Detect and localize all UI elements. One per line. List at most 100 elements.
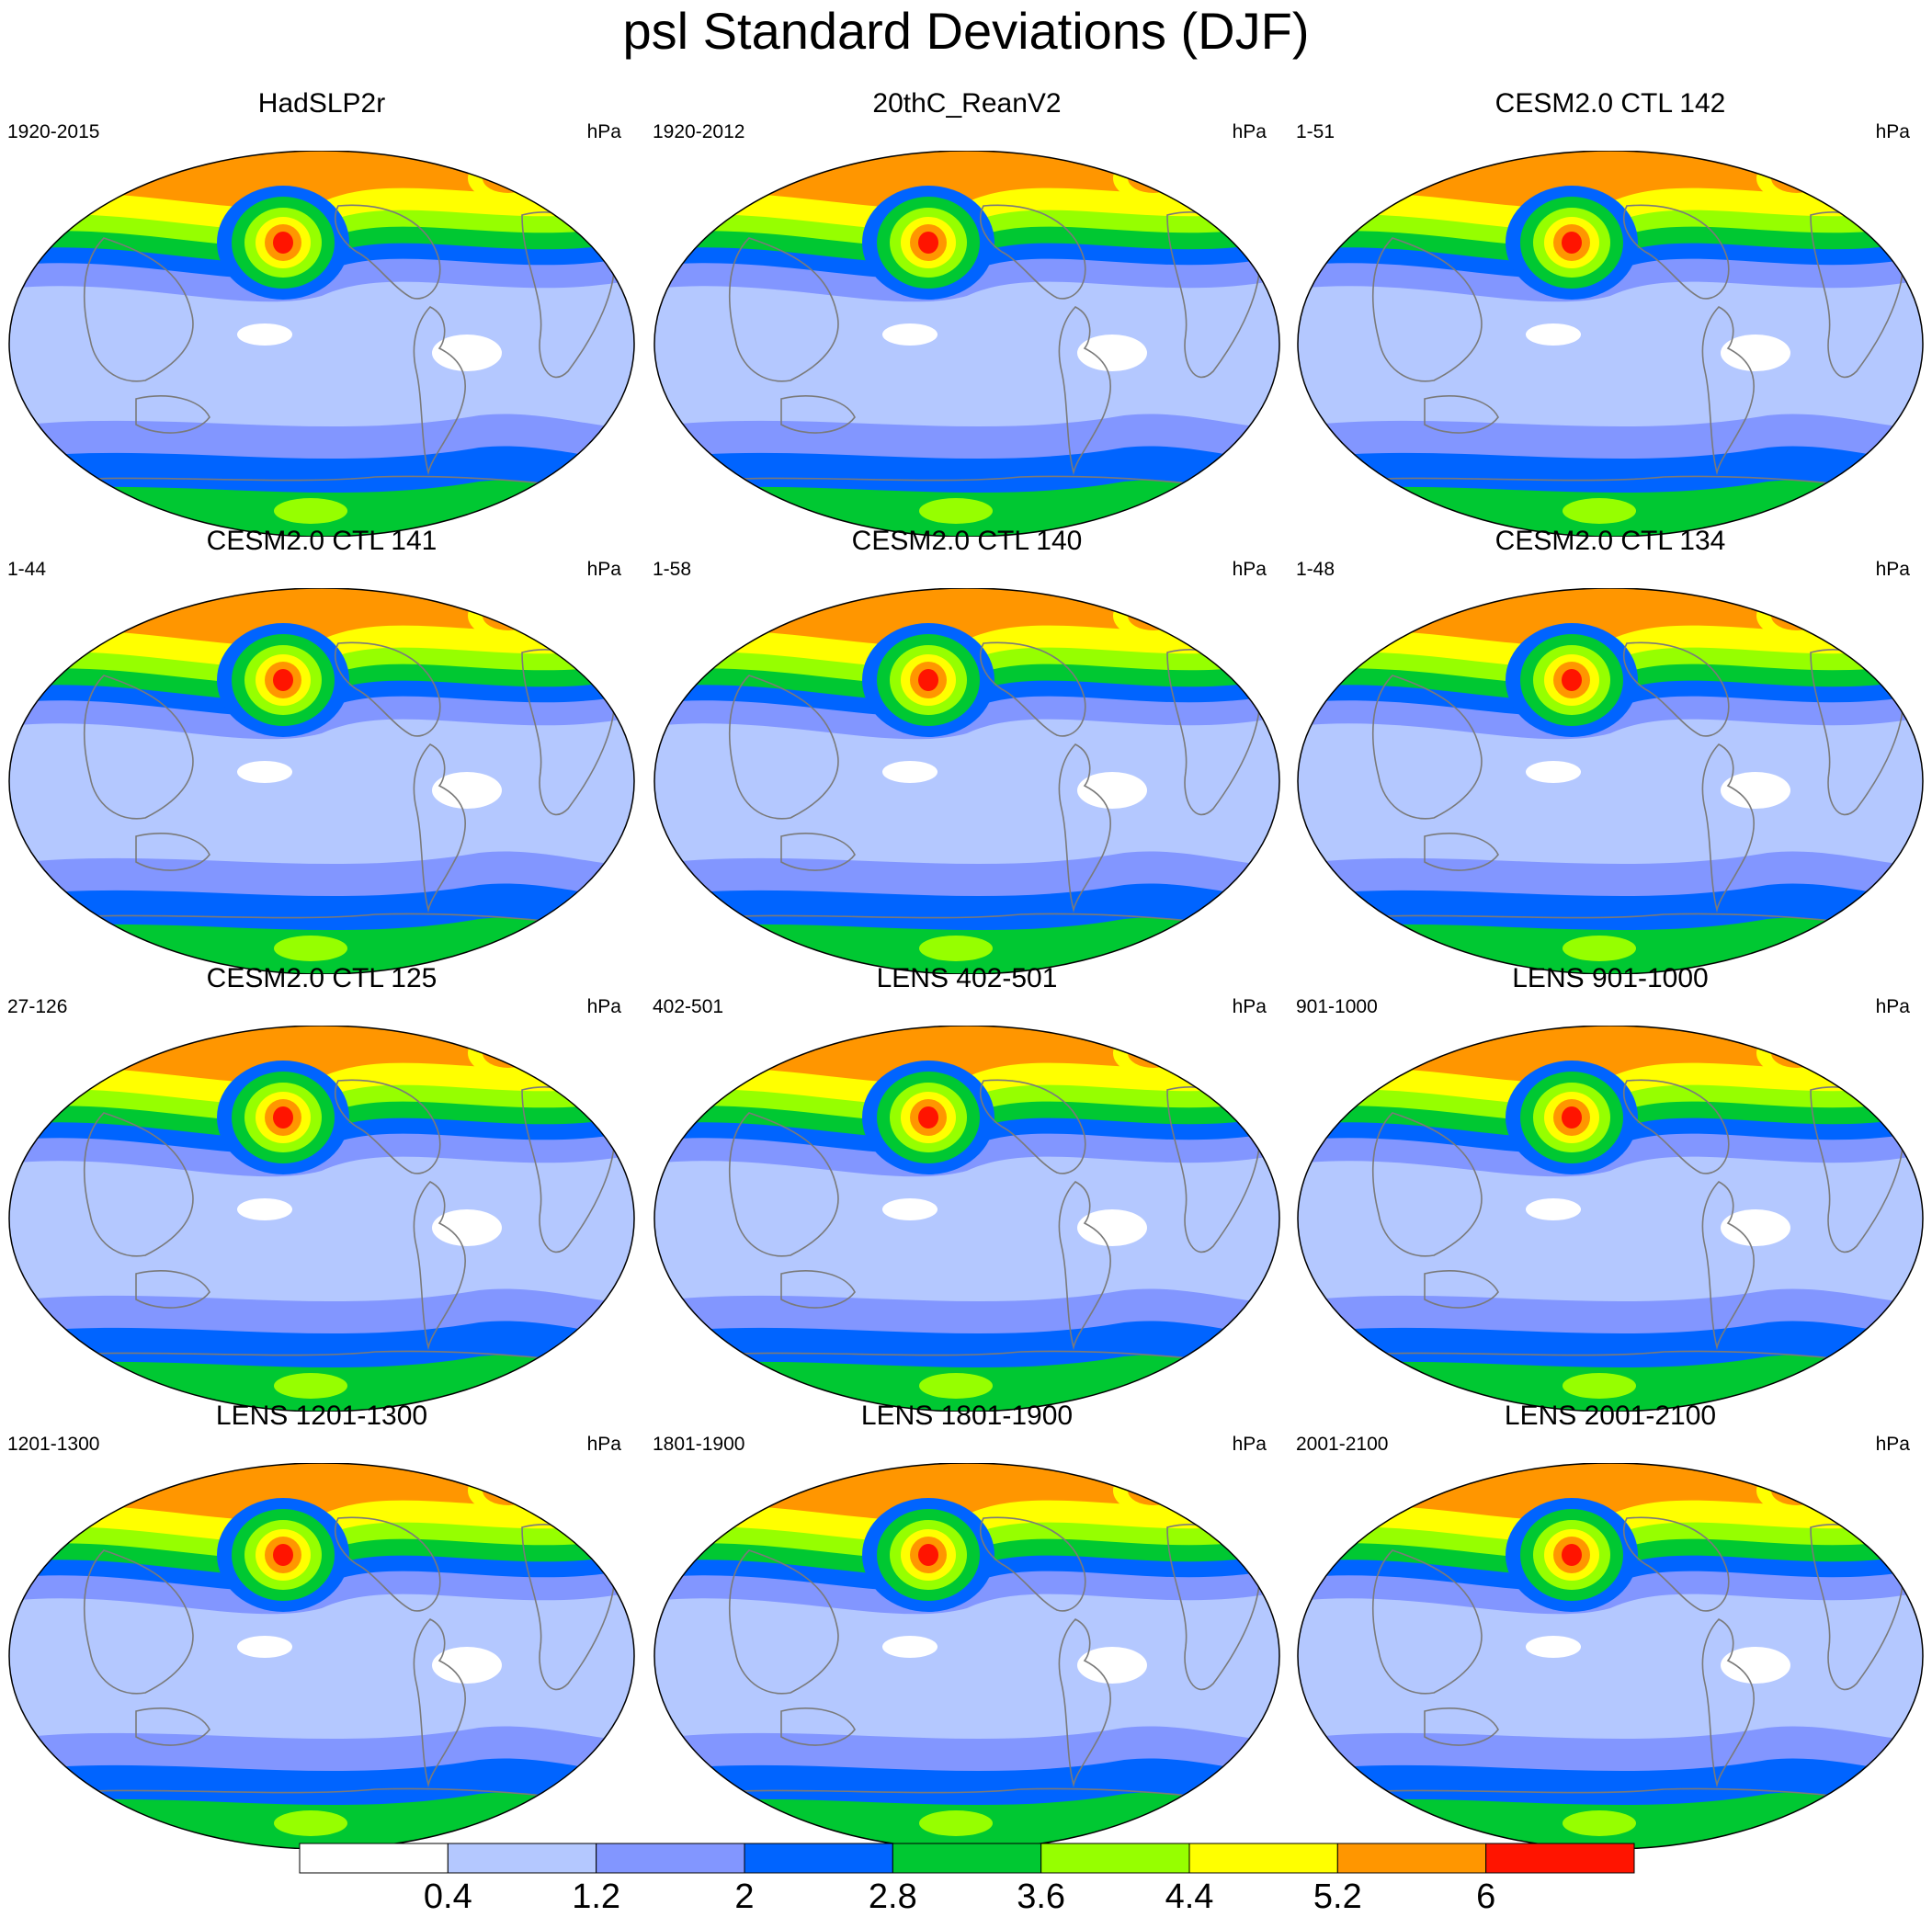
contour-band [1562,669,1582,691]
coastline [135,395,210,434]
contour-band [1526,761,1581,783]
contour-band [1563,498,1636,524]
map-panel: CESM2.0 CTL 134 1-48 hPa [1289,526,1932,974]
panel-period: 1-51 [1296,121,1335,142]
map-panel: LENS 1201-1300 1201-1300 hPa [0,1401,643,1849]
coastline [83,675,194,820]
panel-title: CESM2.0 CTL 142 [1494,88,1726,119]
map-border [1297,588,1924,974]
coastline [83,237,194,382]
contour-band [237,323,292,346]
coastline [334,1079,441,1174]
coastline [1701,306,1755,476]
coastline [135,1707,210,1746]
panel-title: HadSLP2r [257,88,386,119]
map-projection [8,1026,635,1412]
contour-band [1721,1647,1790,1684]
coastline [1371,1112,1483,1257]
contour-band [1562,1544,1582,1566]
coastline [979,204,1086,300]
panel-title: LENS 1201-1300 [215,1401,428,1431]
coastline [728,237,839,382]
contour-band [273,669,293,691]
map-panel: LENS 402-501 402-501 hPa [645,963,1289,1412]
contour-band [237,1198,292,1220]
contour-band [882,1198,938,1220]
colorbar-tick-label: 1.2 [572,1877,621,1916]
map-border [653,1026,1280,1412]
map-projection [1297,151,1924,537]
map-panel: HadSLP2r 1920-2015 hPa [0,88,643,537]
colorbar-tick-label: 0.4 [423,1877,472,1916]
contour-band [432,772,502,809]
contour-band [918,669,938,691]
coastline [1622,204,1730,300]
panel-title: LENS 402-501 [876,963,1058,993]
map-border [1297,1026,1924,1412]
map-border [8,588,635,974]
coastline [413,306,466,476]
contour-band [468,1467,549,1514]
map-projection [653,588,1280,974]
panel-period: 1-58 [653,559,692,580]
coastline [1424,395,1499,434]
contour-band [918,1106,938,1129]
contour-band [919,498,993,524]
coastline [780,1707,856,1746]
map-border [653,1463,1280,1849]
contour-band [1721,1209,1790,1246]
panel-title: CESM2.0 CTL 141 [206,526,438,556]
map-projection [1297,588,1924,974]
coastline [780,395,856,434]
panel-unit: hPa [1232,996,1267,1017]
map-projection [8,151,635,537]
coastline [979,1079,1086,1174]
contour-band [1563,1373,1636,1399]
contour-band [1526,1198,1581,1220]
map-projection [1297,1463,1924,1849]
map-panel: LENS 1801-1900 1801-1900 hPa [645,1401,1289,1849]
colorbar-swatch [1188,1843,1338,1874]
contour-band [273,1544,293,1566]
coastline [1371,675,1483,820]
figure-title: psl Standard Deviations (DJF) [622,2,1310,60]
panel-period: 2001-2100 [1296,1434,1389,1455]
contour-band [1113,1029,1194,1077]
panel-period: 1201-1300 [7,1434,100,1455]
coastline [413,1181,466,1351]
map-projection [653,151,1280,537]
panel-title: LENS 2001-2100 [1504,1401,1717,1431]
panel-unit: hPa [586,1434,621,1455]
coastline [1622,641,1730,737]
contour-band [1721,772,1790,809]
panel-unit: hPa [1232,559,1267,580]
panel-period: 1801-1900 [653,1434,745,1455]
coastline [1371,1549,1483,1695]
map-panel: CESM2.0 CTL 140 1-58 hPa [645,526,1289,974]
panel-period: 901-1000 [1296,996,1378,1017]
map-border [8,151,635,537]
contour-band [274,1373,347,1399]
panel-title: LENS 901-1000 [1512,963,1709,993]
contour-band [1077,1647,1147,1684]
panel-title: 20thC_ReanV2 [872,88,1062,119]
map-projection [653,1026,1280,1412]
map-border [653,588,1280,974]
panel-title: CESM2.0 CTL 134 [1494,526,1726,556]
contour-band [274,1810,347,1836]
panel-unit: hPa [586,996,621,1017]
panel-title: CESM2.0 CTL 125 [206,963,438,993]
coastline [1058,1181,1111,1351]
contour-band [1077,335,1147,371]
contour-band [1721,335,1790,371]
colorbar-swatch [299,1843,449,1874]
map-border [8,1463,635,1849]
contour-band [468,592,549,640]
coastline [1424,1270,1499,1309]
contour-band [1562,232,1582,254]
coastline [413,1618,466,1788]
colorbar-tick-label: 4.4 [1165,1877,1214,1916]
coastline [1058,1618,1111,1788]
colorbar-swatch [1336,1843,1487,1874]
contour-band [918,232,938,254]
